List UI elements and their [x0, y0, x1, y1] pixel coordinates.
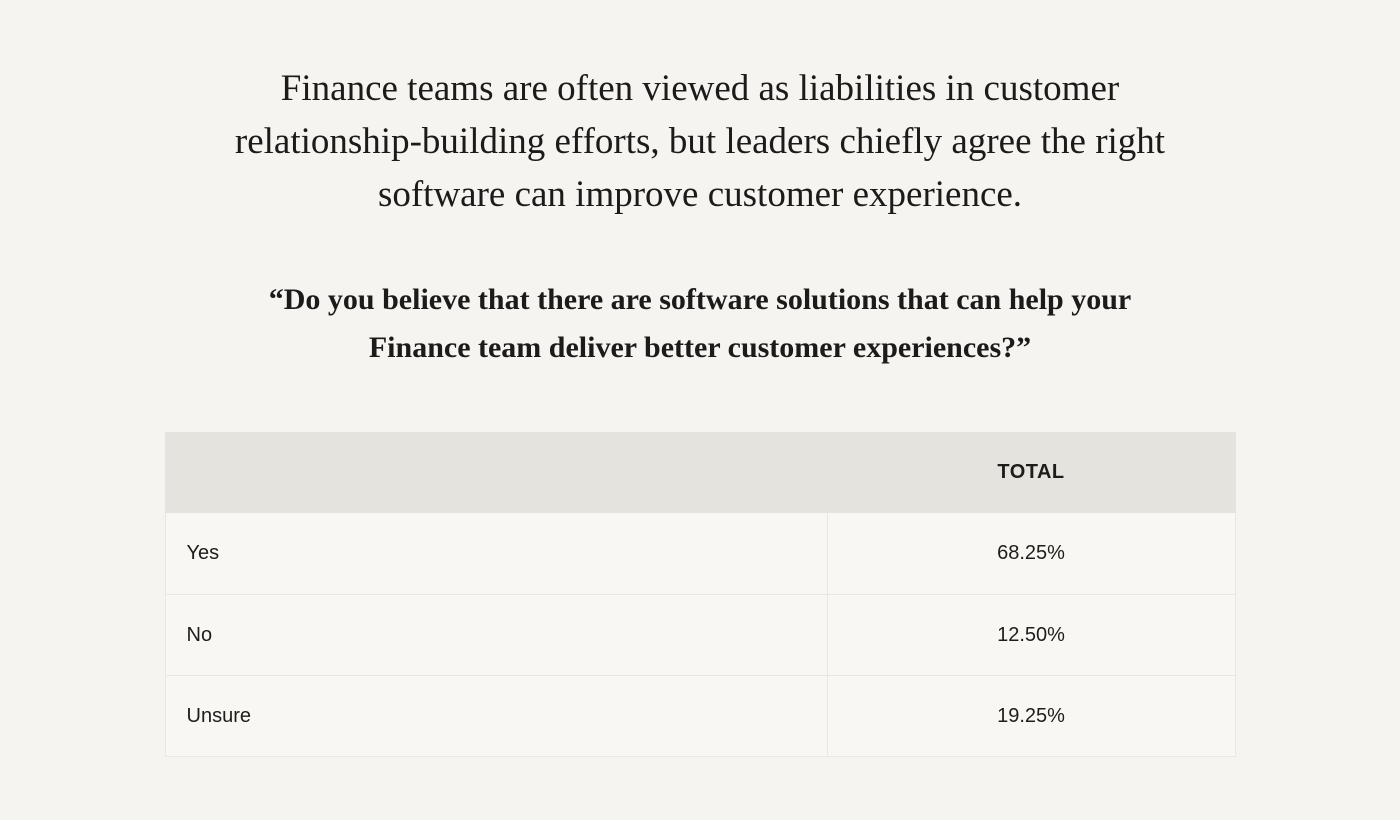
page-title: Finance teams are often viewed as liabil…: [0, 0, 1400, 221]
question-line-2: Finance team deliver better customer exp…: [368, 331, 1032, 364]
table-row-no: No 12.50%: [165, 594, 1235, 675]
headline-line-2: relationship-building efforts, but leade…: [234, 121, 1166, 162]
row-value: 12.50%: [826, 595, 1235, 675]
headline-line-3: software can improve customer experience…: [377, 174, 1023, 215]
row-value: 19.25%: [826, 676, 1235, 756]
table-row-unsure: Unsure 19.25%: [165, 675, 1235, 756]
row-value: 68.25%: [826, 513, 1235, 594]
table-header-total: TOTAL: [997, 461, 1065, 483]
row-label: No: [186, 623, 213, 646]
headline-line-1: Finance teams are often viewed as liabil…: [280, 68, 1120, 109]
results-table: TOTAL Yes 68.25% No 12.50% Unsure 19.25%: [164, 432, 1236, 757]
survey-question-quote: “Do you believe that there are software …: [0, 276, 1400, 372]
table-row-yes: Yes 68.25%: [166, 513, 1235, 594]
table-header-row: TOTAL: [164, 432, 1236, 513]
question-line-1: “Do you believe that there are software …: [268, 283, 1132, 316]
table-body: Yes 68.25% No 12.50% Unsure 19.25%: [164, 513, 1236, 757]
row-label: Yes: [186, 542, 220, 564]
row-label: Unsure: [186, 704, 251, 727]
